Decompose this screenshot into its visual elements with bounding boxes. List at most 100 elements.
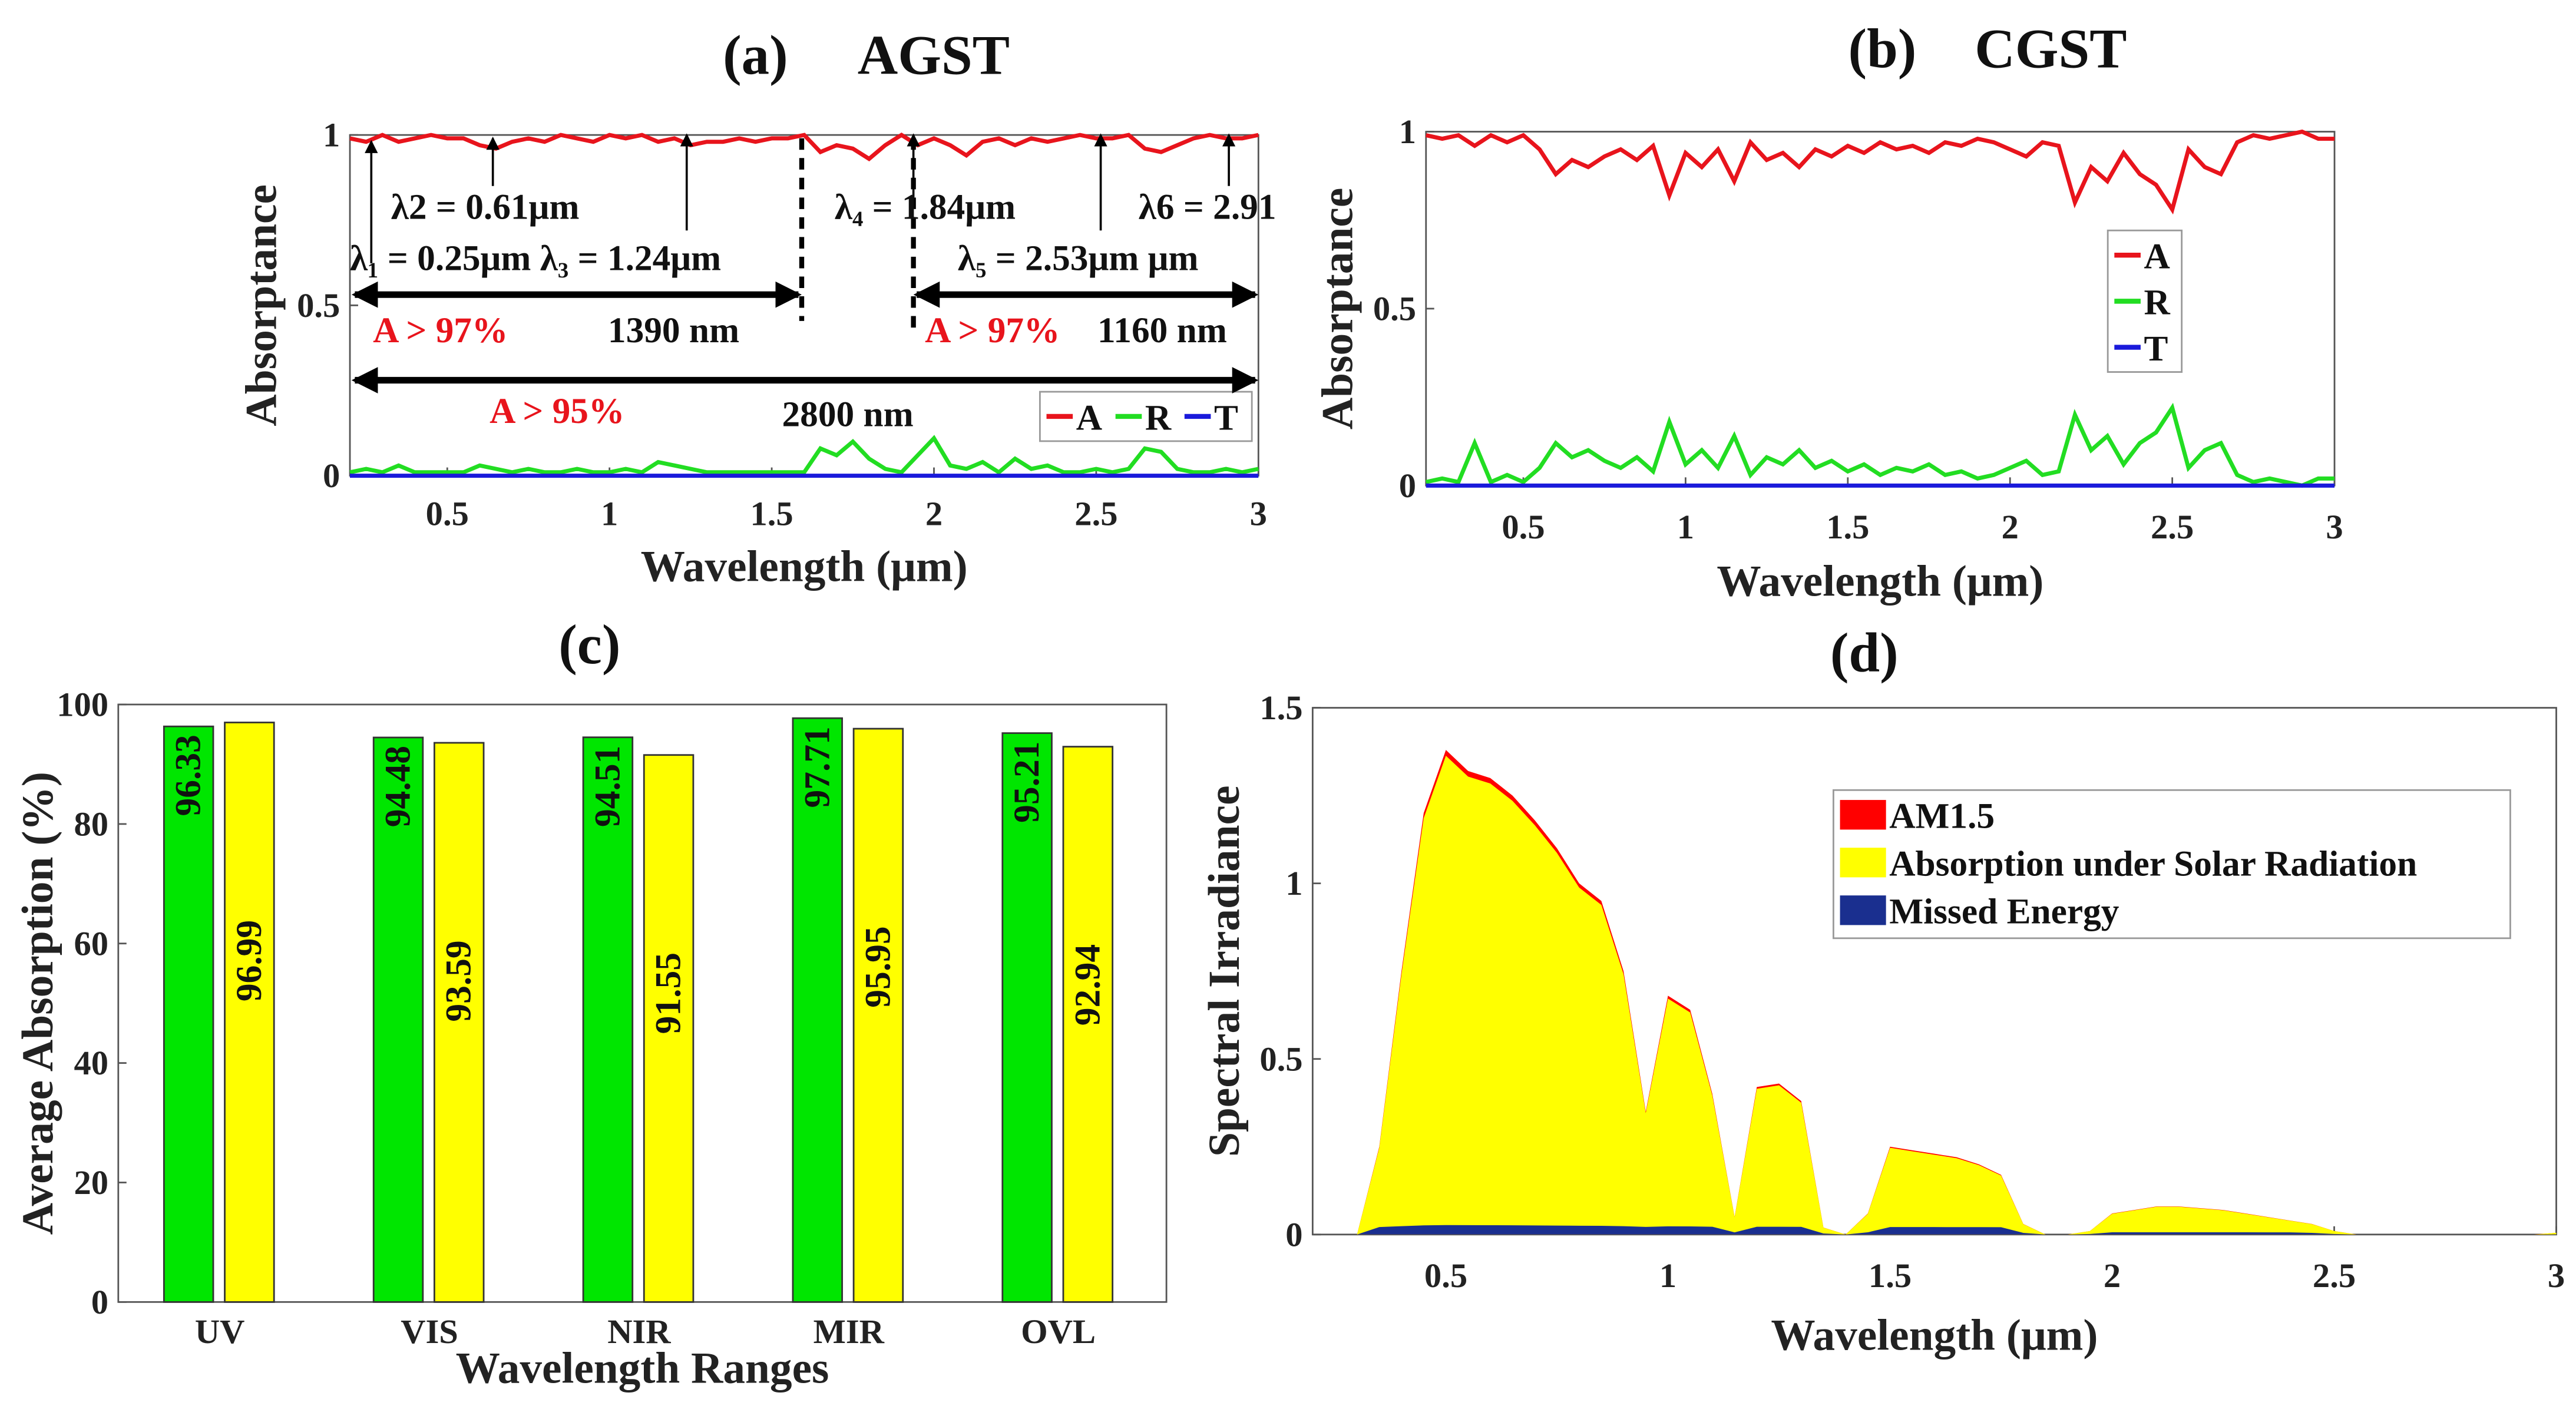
series-line-A: [1426, 129, 2335, 215]
x-tick-label: 2: [2002, 508, 2019, 546]
bar-CGST-NIR: [643, 754, 695, 1303]
bar-value-label: 91.55: [649, 952, 689, 1034]
panel-a-annotations: λ2 = 0.61μm λ₁ = 0.25μm λ₃ = 1.24μm λ₄ =…: [350, 133, 1277, 435]
panel-b-letter: (b): [1848, 17, 1917, 80]
bar-value-label: 92.94: [1067, 944, 1107, 1026]
y-tick-label: 1: [1399, 113, 1416, 151]
series-line-R: [1426, 402, 2335, 488]
legend-label-R: R: [1145, 398, 1172, 438]
legend-swatch: [1840, 800, 1886, 830]
legend-swatch: [1840, 848, 1886, 878]
legend-label: AM1.5: [1889, 796, 1995, 836]
x-axis-label: Wavelength Ranges: [456, 1344, 829, 1393]
annotation-a-gt-97-right: A > 97%: [925, 310, 1060, 350]
plot-area: [117, 703, 1168, 1303]
legend-box: [1039, 391, 1253, 442]
x-axis-label: Wavelength (μm): [1717, 557, 2043, 606]
category-label: MIR: [814, 1312, 885, 1351]
bar-CGST-MIR: [852, 727, 904, 1303]
legend-label-A: A: [2144, 236, 2170, 276]
bar-AGST-NIR: [582, 736, 634, 1303]
legend-swatch: [1840, 895, 1886, 925]
bar-value-label: 96.33: [168, 735, 209, 816]
x-tick-label: 0.5: [426, 494, 469, 532]
annotation-1160nm: 1160 nm: [1097, 310, 1227, 350]
x-tick-label: 0.5: [1424, 1256, 1467, 1295]
annotation-1390nm: 1390 nm: [608, 310, 739, 350]
panel-b-title: CGST: [1975, 17, 2127, 80]
bar-AGST-MIR: [792, 717, 843, 1303]
annotation-lambda2: λ2 = 0.61μm: [391, 187, 580, 227]
y-tick-label: 20: [74, 1163, 109, 1202]
legend-label: Missed Energy: [1889, 892, 2119, 932]
y-axis-label: Spectral Irradiance: [1200, 785, 1249, 1157]
category-label: VIS: [401, 1312, 458, 1351]
y-tick-label: 60: [74, 924, 109, 963]
x-tick-label: 1.5: [750, 494, 793, 532]
bar-value-label: 93.59: [439, 940, 479, 1021]
bar-value-label: 95.21: [1007, 742, 1047, 823]
y-axis-label: Absorptance: [1313, 188, 1362, 430]
panel-a: 0.5 1 1.5 2 2.5 3 0 0.5 1 Wavelength (μm) Absorpta…: [237, 116, 1267, 591]
bar-value-label: 97.71: [797, 726, 837, 808]
x-tick-label: 3: [1250, 494, 1267, 532]
legend-label: Absorption under Solar Radiation: [1889, 844, 2417, 884]
bar-AGST-OVL: [1001, 732, 1053, 1303]
y-tick-label: 0: [91, 1283, 108, 1321]
legend-box: [1833, 789, 2511, 940]
annotation-a-gt-95: A > 95%: [490, 391, 624, 431]
legend-label-T: T: [2144, 329, 2168, 369]
bar-AGST-UV: [163, 725, 214, 1303]
y-tick-label: 80: [74, 805, 109, 843]
x-tick-label: 2: [925, 494, 943, 532]
y-tick-label: 0: [1285, 1215, 1302, 1253]
bar-value-label: 95.95: [858, 926, 898, 1007]
x-tick-label: 2.5: [2313, 1256, 2356, 1295]
annotation-a-gt-97-left: A > 97%: [373, 310, 508, 350]
legend-label-T: T: [1214, 398, 1238, 438]
y-tick-label: 1: [1285, 864, 1302, 902]
x-tick-label: 2: [2104, 1256, 2121, 1295]
y-tick-label: 1: [323, 116, 340, 154]
panel-d-letter: (d): [1830, 621, 1899, 684]
bar-CGST-UV: [224, 722, 275, 1303]
y-tick-label: 0: [1399, 467, 1416, 505]
x-tick-label: 1: [1677, 508, 1694, 546]
panel-d: 0.5 1 1.5 2 2.5 3 0 0.5 1 1.5 Wavelength (μm) Spect…: [1200, 689, 2565, 1360]
x-axis-label: Wavelength (μm): [641, 542, 968, 591]
y-tick-label: 0.5: [1373, 289, 1416, 328]
annotation-lambda1-lambda3: λ₁ = 0.25μm λ₃ = 1.24μm: [350, 238, 721, 278]
y-tick-label: 40: [74, 1044, 109, 1082]
x-tick-label: 2.5: [1074, 494, 1117, 532]
legend-label-R: R: [2144, 283, 2171, 323]
x-tick-label: 3: [2326, 508, 2343, 546]
x-tick-label: 1.5: [1869, 1256, 1912, 1295]
category-label: OVL: [1021, 1312, 1096, 1351]
x-tick-label: 1: [601, 494, 618, 532]
y-tick-label: 100: [57, 686, 108, 724]
y-axis-label: Absorptance: [237, 184, 286, 426]
x-tick-label: 3: [2548, 1256, 2565, 1295]
annotation-2800nm: 2800 nm: [782, 395, 914, 435]
y-tick-label: 1.5: [1259, 689, 1302, 727]
panel-a-letter: (a): [723, 24, 788, 87]
panel-c: 0 20 40 60 80 100 Wavelength Ranges Average Abs…: [14, 686, 1168, 1393]
annotation-lambda6: λ6 = 2.91: [1139, 187, 1277, 227]
y-tick-label: 0.5: [1259, 1040, 1302, 1078]
bar-CGST-VIS: [433, 742, 485, 1303]
y-tick-label: 0.5: [297, 286, 340, 325]
legend-label-A: A: [1076, 398, 1102, 438]
category-label: UV: [195, 1312, 245, 1351]
bar-value-label: 96.99: [229, 920, 269, 1001]
y-tick-label: 0: [323, 457, 340, 495]
annotation-lambda4: λ₄ = 1.84μm: [835, 187, 1016, 227]
panel-b: 0.5 1 1.5 2 2.5 3 0 0.5 1 Wavelength (μm) Absorpta…: [1313, 113, 2343, 606]
bar-value-label: 94.51: [587, 746, 627, 827]
area-absorption: [1357, 755, 2557, 1235]
x-tick-label: 0.5: [1502, 508, 1545, 546]
bar-CGST-OVL: [1062, 746, 1114, 1303]
annotation-lambda5: λ₅ = 2.53μm μm: [958, 238, 1199, 278]
series-line-R: [349, 435, 1259, 475]
panel-c-letter: (c): [558, 613, 620, 676]
